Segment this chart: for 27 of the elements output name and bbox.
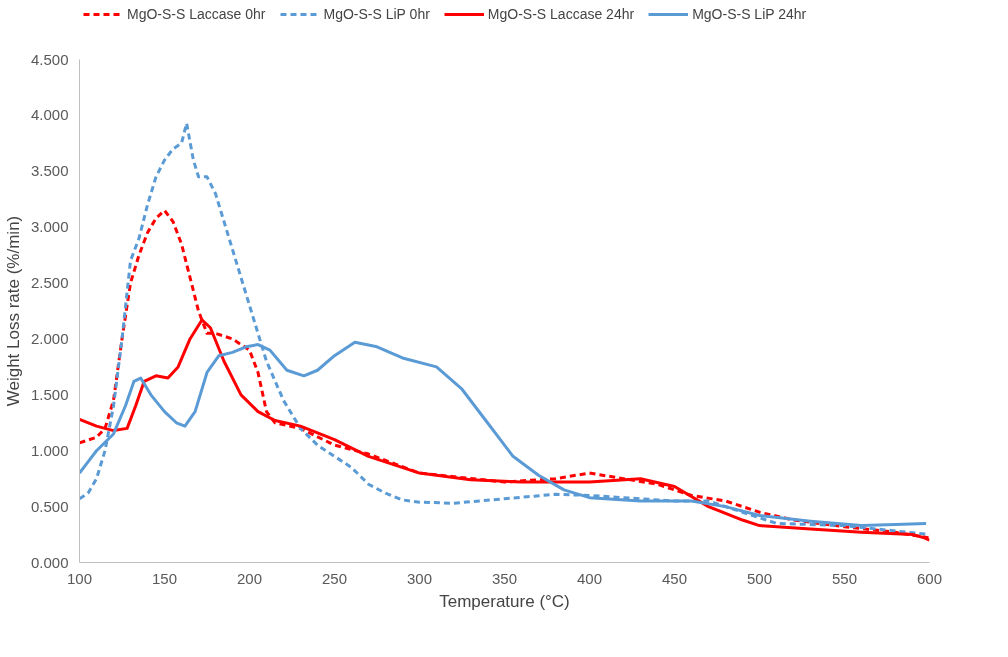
x-tick-label: 300: [406, 569, 433, 587]
x-tick-label: 400: [576, 569, 603, 587]
x-tick-label: 450: [661, 569, 688, 587]
x-axis-title: Temperature (°C): [439, 591, 570, 611]
y-tick-label: 3.000: [30, 218, 69, 236]
x-tick-label: 200: [236, 569, 263, 587]
y-tick-label: 1.000: [30, 441, 69, 459]
x-tick-label: 500: [746, 569, 773, 587]
y-tick-label: 2.000: [30, 329, 69, 347]
x-tick-label: 100: [66, 569, 93, 587]
y-tick-label: 0.000: [30, 553, 69, 571]
y-axis-title: Weight Loss rate (%/min): [3, 215, 23, 407]
y-tick-label: 2.500: [30, 274, 69, 292]
x-tick-label: 250: [321, 569, 348, 587]
legend-label: MgO-S-S LiP 24hr: [692, 6, 807, 22]
x-tick-label: 600: [916, 569, 943, 587]
legend-label: MgO-S-S Laccase 0hr: [127, 6, 266, 22]
y-tick-label: 4.000: [30, 106, 69, 124]
legend-label: MgO-S-S LiP 0hr: [323, 6, 430, 22]
legend-label: MgO-S-S Laccase 24hr: [487, 6, 635, 22]
x-tick-label: 350: [491, 569, 518, 587]
y-tick-label: 3.500: [30, 162, 69, 180]
y-tick-label: 1.500: [30, 385, 69, 403]
y-tick-label: 0.500: [30, 497, 69, 515]
x-tick-label: 550: [831, 569, 858, 587]
y-tick-label: 4.500: [30, 50, 69, 68]
x-tick-label: 150: [151, 569, 178, 587]
